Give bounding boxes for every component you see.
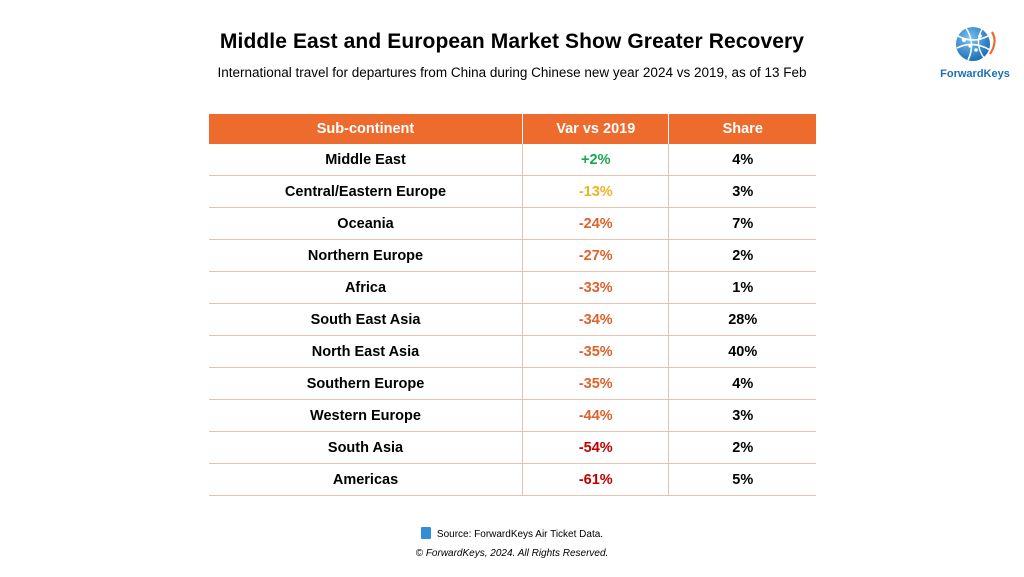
share-cell: 4% [668,144,816,176]
chart-subtitle: International travel for departures from… [217,65,807,80]
table-row: Southern Europe -35% 4% [209,367,816,400]
table-row: North East Asia -35% 40% [209,335,816,368]
share-cell: 3% [668,175,816,208]
region-cell: South East Asia [209,303,524,336]
region-cell: South Asia [209,431,524,464]
region-cell: Americas [209,463,524,496]
var-cell: -61% [522,463,670,496]
region-cell: North East Asia [209,335,524,368]
region-cell: Central/Eastern Europe [209,175,524,208]
table-row: Western Europe -44% 3% [209,399,816,432]
region-cell: Northern Europe [209,239,524,272]
share-cell: 2% [668,239,816,272]
var-cell: -27% [522,239,670,272]
share-cell: 7% [668,207,816,240]
table-row: South East Asia -34% 28% [209,303,816,336]
share-cell: 1% [668,271,816,304]
var-cell: -34% [522,303,670,336]
forwardkeys-logo: ForwardKeys [940,22,1010,82]
table-row: South Asia -54% 2% [209,431,816,464]
column-header-share: Share [668,114,816,144]
share-cell: 40% [668,335,816,368]
var-cell: -44% [522,399,670,432]
source-note: Source: ForwardKeys Air Ticket Data. [0,527,1024,540]
share-cell: 5% [668,463,816,496]
share-cell: 28% [668,303,816,336]
table-row: Central/Eastern Europe -13% 3% [209,175,816,208]
table-row: Africa -33% 1% [209,271,816,304]
share-cell: 4% [668,367,816,400]
source-text: Source: ForwardKeys Air Ticket Data. [436,529,604,540]
region-cell: Oceania [209,207,524,240]
var-cell: -35% [522,335,670,368]
share-cell: 3% [668,399,816,432]
copyright-text: © ForwardKeys, 2024. All Rights Reserved… [415,548,609,559]
globe-icon [956,27,996,61]
var-cell: +2% [522,144,670,176]
table-header-row: Sub-continent Var vs 2019 Share [209,114,816,144]
region-cell: Middle East [209,144,524,176]
column-header-var: Var vs 2019 [522,114,670,144]
share-cell: 2% [668,431,816,464]
column-header-subcontinent: Sub-continent [209,114,524,144]
var-cell: -54% [522,431,670,464]
document-search-icon [420,527,431,539]
region-cell: Western Europe [209,399,524,432]
region-cell: Africa [209,271,524,304]
var-cell: -24% [522,207,670,240]
table-row: Northern Europe -27% 2% [209,239,816,272]
var-cell: -13% [522,175,670,208]
var-cell: -33% [522,271,670,304]
logo-wordmark: ForwardKeys [940,68,1010,80]
var-cell: -35% [522,367,670,400]
table-row: Americas -61% 5% [209,463,816,496]
recovery-table: Sub-continent Var vs 2019 Share Middle E… [209,114,816,496]
table-row: Middle East +2% 4% [209,144,816,176]
table-row: Oceania -24% 7% [209,207,816,240]
table-body: Middle East +2% 4% Central/Eastern Europe -1… [209,144,816,496]
region-cell: Southern Europe [209,367,524,400]
chart-title: Middle East and European Market Show Gre… [219,30,805,53]
